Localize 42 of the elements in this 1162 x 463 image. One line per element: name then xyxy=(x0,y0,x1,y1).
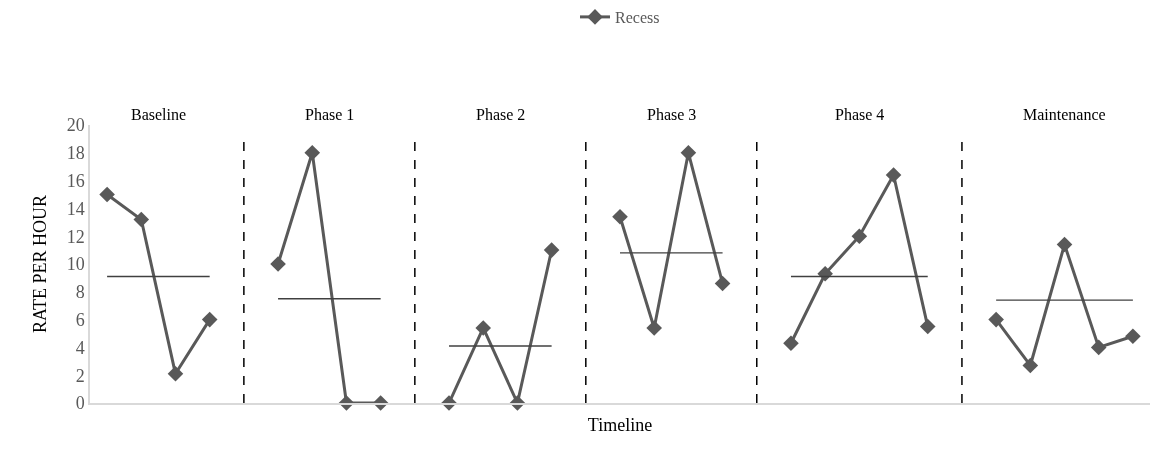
point xyxy=(612,208,628,225)
point xyxy=(714,275,731,292)
point xyxy=(167,366,184,382)
point xyxy=(646,320,662,336)
y-tick-label: 16 xyxy=(66,170,85,191)
y-tick-label: 2 xyxy=(75,365,85,386)
y-axis-title: RATE PER HOUR xyxy=(30,194,51,334)
point xyxy=(201,311,218,328)
text: Baseline xyxy=(131,106,187,123)
y-tick-label: 6 xyxy=(75,309,85,330)
y-tick-label: 14 xyxy=(66,198,85,219)
text: Phase 4 xyxy=(835,106,885,123)
point xyxy=(1056,236,1073,253)
point xyxy=(270,256,286,272)
y-tick-label: 12 xyxy=(66,226,85,247)
point xyxy=(1125,328,1141,345)
point xyxy=(851,228,868,244)
y-tick-label: 4 xyxy=(75,337,85,358)
x-axis-title: Timeline xyxy=(587,415,653,436)
y-tick-label: 0 xyxy=(75,393,85,414)
point xyxy=(885,167,902,183)
point xyxy=(475,320,492,336)
text: Phase 2 xyxy=(476,106,526,123)
point xyxy=(1090,339,1107,356)
point xyxy=(817,265,833,282)
point xyxy=(783,335,799,352)
point xyxy=(919,318,936,335)
text: Phase 1 xyxy=(305,106,355,123)
text: Phase 3 xyxy=(647,106,697,123)
point xyxy=(988,311,1004,328)
y-tick-label: 18 xyxy=(66,143,85,164)
point xyxy=(1022,357,1039,374)
text: Maintenance xyxy=(1023,106,1106,123)
y-tick-label: 20 xyxy=(66,115,85,136)
y-tick-label: 10 xyxy=(66,254,85,275)
point xyxy=(99,186,115,203)
y-tick-label: 8 xyxy=(75,282,85,303)
point xyxy=(304,145,321,161)
point xyxy=(133,211,150,228)
point xyxy=(680,145,697,161)
point xyxy=(543,242,560,258)
legend-label: Recess xyxy=(615,9,660,27)
